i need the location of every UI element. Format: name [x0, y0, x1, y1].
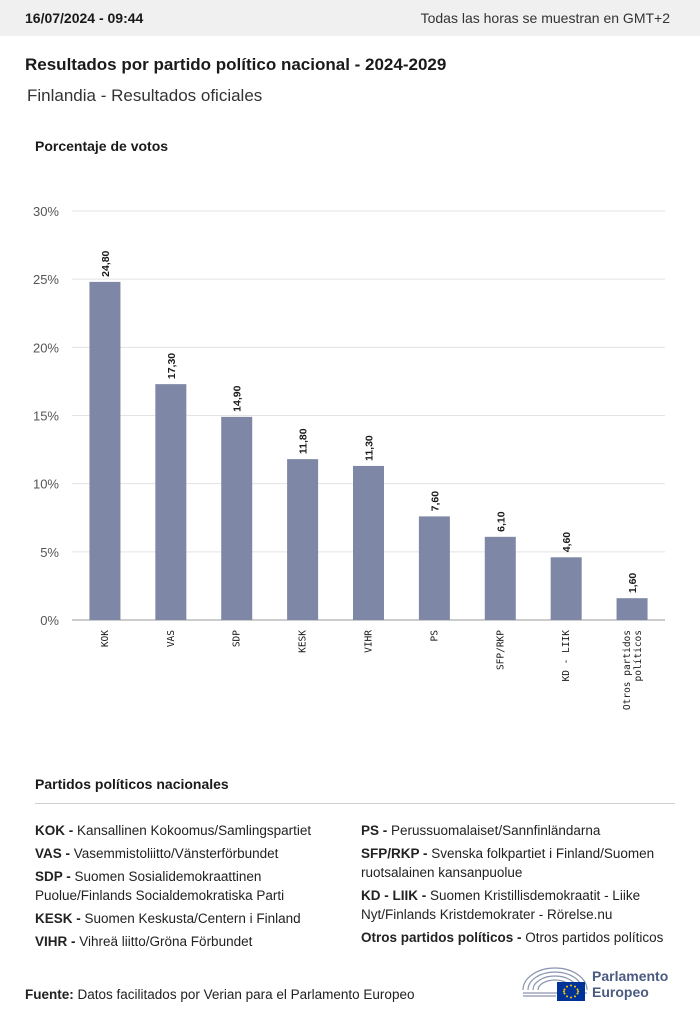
bar	[155, 384, 187, 620]
legend-item: SDP - Suomen Sosialidemokraattinen Puolu…	[35, 867, 345, 905]
bar	[221, 416, 253, 620]
legend-item-name: Vasemmistoliitto/Vänsterförbundet	[70, 846, 279, 861]
bar	[616, 598, 648, 620]
legend-item-code: SFP/RKP -	[361, 846, 428, 861]
bar	[353, 465, 384, 620]
legend-item: KESK - Suomen Keskusta/Centern i Finland	[35, 909, 345, 928]
legend-item-name: Svenska folkpartiet i Finland/Suomen ruo…	[361, 846, 655, 880]
legend-item: KD - LIIK - Suomen Kristillisdemokraatit…	[361, 886, 681, 924]
x-tick-label-line: KESK	[298, 630, 309, 653]
bar-value-label: 7,60	[429, 491, 441, 512]
bar	[550, 557, 582, 620]
legend-item-code: KD - LIIK -	[361, 888, 427, 903]
y-tick-label: 30%	[33, 204, 59, 219]
legend-item-code: Otros partidos políticos -	[361, 930, 522, 945]
bar-value-label: 17,30	[166, 353, 178, 379]
legend-item-name: Otros partidos políticos	[521, 930, 664, 945]
x-tick-label: Otros partidospolíticos	[622, 630, 644, 710]
x-tick-label: VAS	[166, 630, 177, 647]
x-tick-label-line: PS	[429, 630, 440, 642]
legend-column-right: PS - Perussuomalaiset/Sannfinländarna SFP…	[361, 821, 681, 951]
legend-item: Otros partidos políticos - Otros partido…	[361, 928, 681, 947]
top-bar: 16/07/2024 - 09:44 Todas las horas se mu…	[0, 0, 700, 36]
legend-item-name: Suomen Kristillisdemokraatit - Liike Nyt…	[361, 888, 641, 922]
page-title: Resultados por partido político nacional…	[25, 55, 447, 74]
timezone-note: Todas las horas se muestran en GMT+2	[420, 10, 670, 26]
x-tick-label: SFP/RKP	[495, 630, 506, 670]
legend-item-code: KESK -	[35, 911, 81, 926]
datetime: 16/07/2024 - 09:44	[25, 10, 144, 26]
legend-item-code: SDP -	[35, 869, 71, 884]
bar	[484, 536, 516, 620]
x-tick-label: KD - LIIK	[561, 630, 572, 682]
legend-item-name: Kansallinen Kokoomus/Samlingspartiet	[73, 823, 312, 838]
bar-value-label: 1,60	[627, 573, 639, 594]
x-tick-label: PS	[429, 630, 440, 642]
x-tick-label-line: VAS	[166, 630, 177, 647]
legend-item: VAS - Vasemmistoliitto/Vänsterförbundet	[35, 844, 345, 863]
x-tick-label-line: KD - LIIK	[561, 630, 572, 682]
bar-value-label: 11,30	[364, 435, 376, 461]
x-tick-label-line: SDP	[232, 630, 243, 647]
european-parliament-hemicycle-icon	[522, 967, 588, 1001]
x-tick-label-line: SFP/RKP	[495, 630, 506, 670]
bar-value-label: 11,80	[298, 428, 310, 454]
x-tick-label: KESK	[298, 630, 309, 653]
page-subtitle: Finlandia - Resultados oficiales	[27, 86, 263, 105]
y-tick-label: 20%	[33, 340, 59, 355]
bar	[418, 516, 450, 620]
source-text: Datos facilitados por Verian para el Par…	[77, 987, 415, 1002]
x-tick-label: VIHR	[364, 630, 375, 653]
legend-item: PS - Perussuomalaiset/Sannfinländarna	[361, 821, 681, 840]
legend-item-name: Suomen Sosialidemokraattinen Puolue/Finl…	[35, 869, 285, 903]
logo-text: Parlamento Europeo	[592, 968, 668, 1000]
x-tick-label-line: Otros partidos	[622, 630, 633, 710]
legend-item-name: Suomen Keskusta/Centern i Finland	[80, 911, 301, 926]
legend-item-code: VAS -	[35, 846, 71, 861]
legend-column-left: KOK - Kansallinen Kokoomus/Samlingsparti…	[35, 821, 345, 955]
legend-item: VIHR - Vihreä liitto/Gröna Förbundet	[35, 932, 345, 951]
legend-title: Partidos políticos nacionales	[35, 776, 229, 792]
y-tick-label: 5%	[40, 545, 59, 560]
legend-item-code: KOK -	[35, 823, 74, 838]
legend-item-code: VIHR -	[35, 934, 76, 949]
y-tick-label: 15%	[33, 409, 59, 424]
logo-line-2: Europeo	[592, 984, 649, 1000]
y-tick-label: 10%	[33, 477, 59, 492]
x-tick-label: KOK	[100, 630, 111, 647]
legend-item-code: PS -	[361, 823, 388, 838]
legend-divider	[35, 803, 675, 804]
bar	[287, 459, 319, 620]
x-tick-label-line: KOK	[100, 630, 111, 647]
y-tick-label: 25%	[33, 272, 59, 287]
x-tick-label-line: VIHR	[364, 630, 375, 653]
legend-item: SFP/RKP - Svenska folkpartiet i Finland/…	[361, 844, 681, 882]
x-tick-label-line: políticos	[633, 630, 644, 681]
y-axis-label: Porcentaje de votos	[35, 138, 169, 154]
source-label: Fuente:	[25, 987, 74, 1002]
logo-line-1: Parlamento	[592, 968, 669, 984]
bar	[89, 281, 121, 620]
legend-item-name: Perussuomalaiset/Sannfinländarna	[387, 823, 601, 838]
parliament-logo: Parlamento Europeo	[520, 962, 690, 1004]
legend-item: KOK - Kansallinen Kokoomus/Samlingsparti…	[35, 821, 345, 840]
x-tick-label: SDP	[232, 630, 243, 647]
y-tick-label: 0%	[40, 613, 59, 628]
bar-value-label: 6,10	[495, 511, 507, 532]
bar-value-label: 4,60	[561, 532, 573, 553]
bar-chart: 0% 5% 10% 15% 20% 25% 30% 24,80 KOK 17,30 VAS 14,90…	[33, 204, 665, 710]
source-note: Fuente: Datos facilitados por Verian par…	[25, 987, 414, 1002]
legend-item-name: Vihreä liitto/Gröna Förbundet	[75, 934, 253, 949]
bar-value-label: 24,80	[100, 250, 112, 276]
bar-value-label: 14,90	[232, 385, 244, 411]
